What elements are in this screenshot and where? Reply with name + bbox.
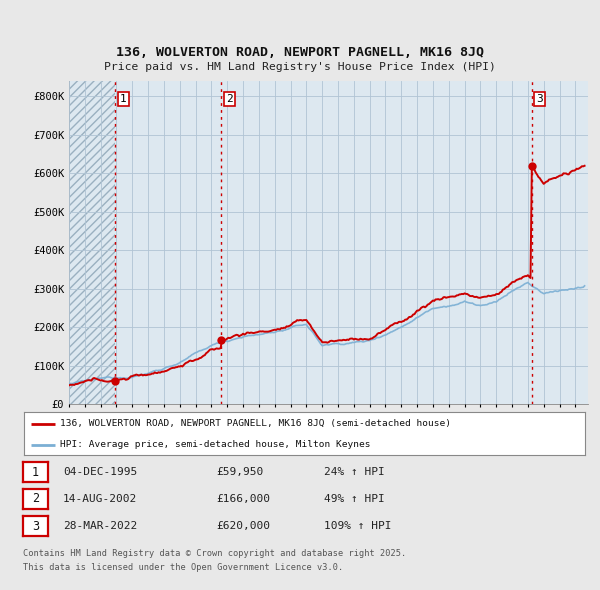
Text: HPI: Average price, semi-detached house, Milton Keynes: HPI: Average price, semi-detached house,… bbox=[61, 440, 371, 449]
Text: £59,950: £59,950 bbox=[216, 467, 263, 477]
Text: 3: 3 bbox=[32, 520, 39, 533]
Text: 04-DEC-1995: 04-DEC-1995 bbox=[63, 467, 137, 477]
Text: 2: 2 bbox=[226, 94, 233, 104]
Text: 1: 1 bbox=[32, 466, 39, 478]
Text: This data is licensed under the Open Government Licence v3.0.: This data is licensed under the Open Gov… bbox=[23, 563, 343, 572]
Text: 28-MAR-2022: 28-MAR-2022 bbox=[63, 522, 137, 531]
Text: £166,000: £166,000 bbox=[216, 494, 270, 503]
Text: £620,000: £620,000 bbox=[216, 522, 270, 531]
Text: 109% ↑ HPI: 109% ↑ HPI bbox=[324, 522, 392, 531]
Text: 1: 1 bbox=[120, 94, 127, 104]
Text: Contains HM Land Registry data © Crown copyright and database right 2025.: Contains HM Land Registry data © Crown c… bbox=[23, 549, 406, 558]
Text: 136, WOLVERTON ROAD, NEWPORT PAGNELL, MK16 8JQ: 136, WOLVERTON ROAD, NEWPORT PAGNELL, MK… bbox=[116, 46, 484, 59]
Text: 136, WOLVERTON ROAD, NEWPORT PAGNELL, MK16 8JQ (semi-detached house): 136, WOLVERTON ROAD, NEWPORT PAGNELL, MK… bbox=[61, 419, 451, 428]
Text: Price paid vs. HM Land Registry's House Price Index (HPI): Price paid vs. HM Land Registry's House … bbox=[104, 62, 496, 72]
Text: 14-AUG-2002: 14-AUG-2002 bbox=[63, 494, 137, 503]
Text: 24% ↑ HPI: 24% ↑ HPI bbox=[324, 467, 385, 477]
Text: 3: 3 bbox=[536, 94, 543, 104]
Text: 2: 2 bbox=[32, 492, 39, 505]
Text: 49% ↑ HPI: 49% ↑ HPI bbox=[324, 494, 385, 503]
